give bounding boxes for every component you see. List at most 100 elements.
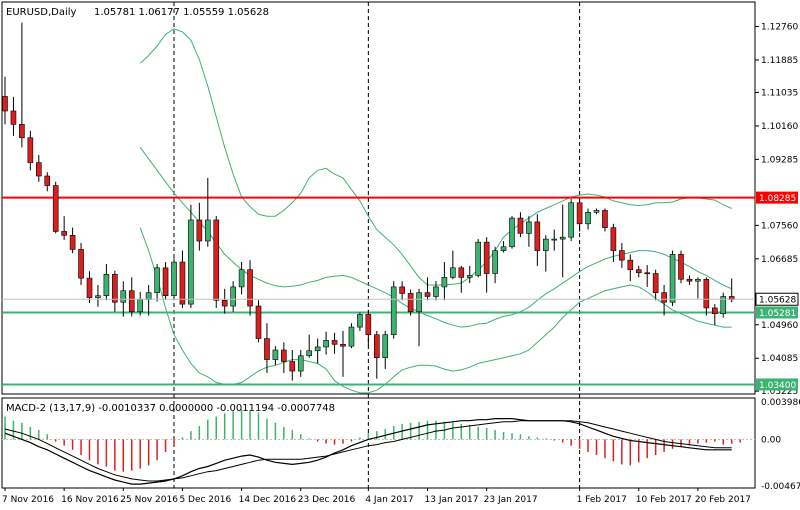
price-tick-label: 1.10160 <box>761 122 798 132</box>
candle-body <box>69 234 76 250</box>
candle-body <box>27 137 34 163</box>
candle-body <box>627 259 634 271</box>
time-axis: 7 Nov 2016 16 Nov 2016 25 Nov 2016 5 Dec 20… <box>2 488 751 505</box>
candle-body <box>475 241 482 276</box>
time-tick-label: 13 Jan 2017 <box>425 495 479 505</box>
candle-body <box>314 346 321 352</box>
candle-body <box>171 261 177 297</box>
candle-body <box>610 227 617 251</box>
candle-body <box>585 212 591 225</box>
candle-body <box>272 349 279 360</box>
horizontal-levels[interactable] <box>2 196 755 386</box>
time-tick-label: 14 Dec 2016 <box>239 495 297 505</box>
price-tick-label: 1.11885 <box>761 56 798 66</box>
candle-body <box>95 295 101 298</box>
symbol-title: EURUSD,Daily <box>6 7 77 18</box>
time-tick-label: 7 Nov 2016 <box>2 495 54 505</box>
candle-body <box>390 286 397 336</box>
macd-panel[interactable] <box>1 397 756 489</box>
candle-body <box>213 219 220 301</box>
candle-body <box>264 338 270 360</box>
candle-body <box>551 238 558 241</box>
candle-body <box>154 267 160 293</box>
candle-body <box>120 290 127 303</box>
candle-body <box>112 273 118 303</box>
candle-body <box>247 269 253 307</box>
candle-body <box>255 305 262 339</box>
candle-body <box>238 269 245 288</box>
candle-body <box>644 272 651 275</box>
candle-body <box>703 278 710 309</box>
time-tick-label: 4 Jan 2017 <box>365 495 413 505</box>
candle-body <box>509 217 515 248</box>
candle-body <box>196 219 203 242</box>
level-price-label: 1.05281 <box>759 309 796 319</box>
candle-body <box>230 286 236 307</box>
candle-body <box>433 286 439 297</box>
price-tick-label: 1.12760 <box>761 22 798 32</box>
candle-body <box>500 246 507 251</box>
macd-tick-label: -0.004671 <box>761 482 800 492</box>
candle-body <box>695 278 701 282</box>
time-tick-label: 5 Dec 2016 <box>179 495 231 505</box>
candle-body <box>619 250 625 261</box>
candle-body <box>678 254 684 280</box>
current-price-tag <box>755 292 799 306</box>
candle-body <box>281 349 287 362</box>
time-tick-label: 23 Jan 2017 <box>484 495 538 505</box>
level-price-tag <box>756 378 798 391</box>
macd-signal-line <box>4 420 732 482</box>
price-tick-label: 1.04960 <box>761 321 798 331</box>
price-tick-label: 1.03225 <box>761 387 798 397</box>
candle-body <box>373 334 380 358</box>
candle-body <box>103 273 110 297</box>
candle-body <box>297 355 304 372</box>
macd-indicator <box>2 409 755 485</box>
price-tick-label: 1.11035 <box>761 88 798 98</box>
candle-body <box>416 292 422 313</box>
candle-body <box>331 340 338 345</box>
candle-body <box>145 292 152 300</box>
time-tick-label: 16 Nov 2016 <box>61 495 119 505</box>
candle-body <box>2 96 8 112</box>
level-price-tag <box>756 191 798 204</box>
candlesticks <box>2 22 735 381</box>
candle-body <box>188 219 194 305</box>
candle-body <box>635 269 642 274</box>
candle-body <box>559 236 566 240</box>
level-price-label: 1.03400 <box>759 381 796 391</box>
candle-body <box>44 175 51 186</box>
candle-body <box>593 210 600 213</box>
candle-body <box>86 277 93 298</box>
candle-body <box>357 314 363 328</box>
level-price-tag <box>756 306 798 319</box>
macd-tick-label: 0.003986 <box>761 398 800 408</box>
macd-tick-label: 0.00 <box>761 435 781 445</box>
candle-body <box>534 221 541 251</box>
time-tick-label: 23 Dec 2016 <box>298 495 356 505</box>
candle-body <box>669 254 676 303</box>
candle-body <box>492 250 498 274</box>
candle-body <box>35 162 42 177</box>
time-tick-label: 20 Feb 2017 <box>695 495 751 505</box>
candle-body <box>340 343 346 347</box>
candle-body <box>382 334 389 358</box>
price-tick-label: 1.07560 <box>761 221 798 231</box>
candle-body <box>450 267 456 278</box>
candle-body <box>306 350 313 357</box>
time-tick-label: 1 Feb 2017 <box>577 495 627 505</box>
candle-body <box>576 202 583 225</box>
candle-body <box>10 110 17 125</box>
candle-body <box>162 267 169 297</box>
macd-main-line <box>4 418 732 485</box>
candle-body <box>205 219 211 242</box>
candle-body <box>526 221 532 234</box>
bollinger-lower-line <box>139 227 732 394</box>
candle-body <box>652 273 659 293</box>
price-tick-label: 1.09285 <box>761 155 798 165</box>
candle-body <box>348 326 355 347</box>
candle-body <box>602 210 608 228</box>
candle-body <box>137 299 143 313</box>
candle-body <box>686 278 693 282</box>
